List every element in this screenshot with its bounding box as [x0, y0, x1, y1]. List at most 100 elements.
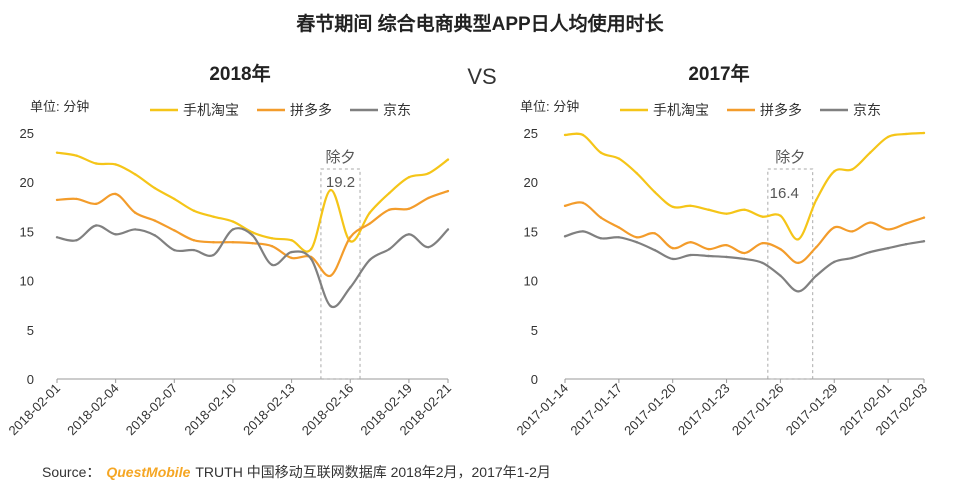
data-point	[349, 286, 352, 289]
data-point	[388, 208, 391, 211]
data-point	[617, 226, 621, 229]
data-point	[851, 256, 854, 260]
data-point	[886, 246, 890, 250]
data-point	[563, 204, 567, 208]
data-point	[55, 236, 59, 239]
data-point	[134, 211, 137, 214]
data-point	[904, 132, 908, 136]
data-point	[231, 241, 235, 244]
data-point	[94, 202, 98, 206]
data-point	[75, 239, 78, 242]
data-point	[388, 191, 391, 195]
data-point	[707, 254, 710, 258]
y-tick-label: 0	[531, 372, 538, 387]
data-point	[797, 261, 800, 265]
series-line	[564, 230, 925, 293]
data-point	[192, 239, 196, 242]
legend-entry: 京东	[853, 102, 881, 118]
data-point	[407, 207, 411, 210]
data-point	[671, 205, 674, 208]
data-point	[599, 237, 603, 240]
data-point	[707, 208, 710, 211]
data-point	[94, 162, 98, 165]
data-point	[368, 222, 371, 225]
data-point	[309, 247, 313, 251]
data-point	[761, 242, 764, 245]
source-text: TRUTH 中国移动互联网数据库 2018年2月，2017年1-2月	[195, 464, 551, 480]
data-point	[134, 228, 137, 231]
data-point	[761, 215, 764, 218]
data-point	[368, 211, 371, 214]
data-point	[815, 198, 818, 202]
x-tick-label: 2017-01-17	[567, 381, 625, 439]
data-point	[797, 238, 800, 241]
data-point	[815, 245, 818, 249]
data-point	[212, 215, 215, 218]
chart-subtitle: 2017年	[688, 62, 749, 85]
data-point	[388, 247, 391, 251]
data-point	[173, 229, 176, 232]
data-point	[653, 232, 656, 235]
data-point	[251, 231, 254, 234]
data-point	[270, 237, 274, 240]
data-point	[653, 190, 656, 194]
data-point	[725, 255, 728, 259]
data-point	[446, 189, 450, 193]
y-tick-label: 10	[524, 274, 538, 289]
data-point	[427, 172, 430, 175]
annotation-label: 除夕	[325, 149, 355, 166]
data-point	[904, 242, 908, 246]
y-tick-label: 25	[20, 126, 34, 141]
data-point	[563, 133, 567, 137]
data-point	[833, 170, 836, 173]
data-point	[689, 253, 692, 257]
data-point	[212, 253, 215, 257]
data-point	[173, 197, 176, 201]
data-point	[192, 209, 196, 212]
y-tick-label: 20	[20, 175, 34, 190]
x-tick-label: 2017-01-14	[513, 381, 571, 439]
data-point	[329, 188, 332, 192]
data-point	[833, 226, 836, 229]
y-tick-label: 5	[27, 323, 34, 338]
data-point	[904, 222, 908, 225]
data-point	[75, 197, 78, 201]
data-point	[851, 230, 854, 233]
data-point	[251, 234, 254, 237]
source-brand: QuestMobile	[106, 464, 190, 480]
data-point	[581, 201, 585, 205]
data-point	[635, 241, 638, 244]
y-unit-label: 单位: 分钟	[520, 99, 579, 114]
data-point	[349, 240, 352, 243]
data-point	[55, 151, 59, 154]
data-point	[689, 241, 692, 244]
data-point	[617, 157, 621, 160]
data-point	[192, 248, 196, 252]
data-point	[725, 212, 728, 215]
data-point	[868, 221, 872, 224]
data-point	[427, 196, 430, 200]
x-tick-label: 2017-01-20	[621, 381, 679, 439]
y-tick-label: 0	[27, 372, 34, 387]
legend-entry: 拼多多	[290, 102, 332, 118]
data-point	[407, 233, 411, 236]
x-tick-label: 2017-01-26	[729, 381, 787, 439]
data-point	[886, 135, 890, 139]
legend-entry: 手机淘宝	[183, 102, 239, 118]
data-point	[797, 290, 800, 293]
data-point	[689, 204, 692, 208]
data-point	[617, 236, 621, 239]
data-point	[290, 256, 293, 260]
data-point	[153, 186, 156, 190]
data-point	[290, 239, 293, 242]
page-title: 春节期间 综合电商典型APP日人均使用时长	[296, 12, 664, 35]
data-point	[743, 251, 746, 255]
data-point	[599, 216, 603, 219]
source-prefix: Source：	[42, 464, 100, 480]
data-point	[231, 220, 235, 223]
x-tick-label: 2018-02-04	[64, 381, 122, 439]
data-point	[707, 247, 710, 251]
data-point	[153, 219, 156, 222]
